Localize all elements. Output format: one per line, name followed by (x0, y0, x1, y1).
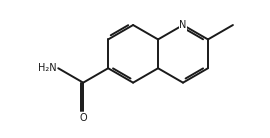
Text: O: O (79, 113, 87, 123)
Text: H₂N: H₂N (38, 63, 56, 73)
Text: N: N (179, 20, 187, 30)
